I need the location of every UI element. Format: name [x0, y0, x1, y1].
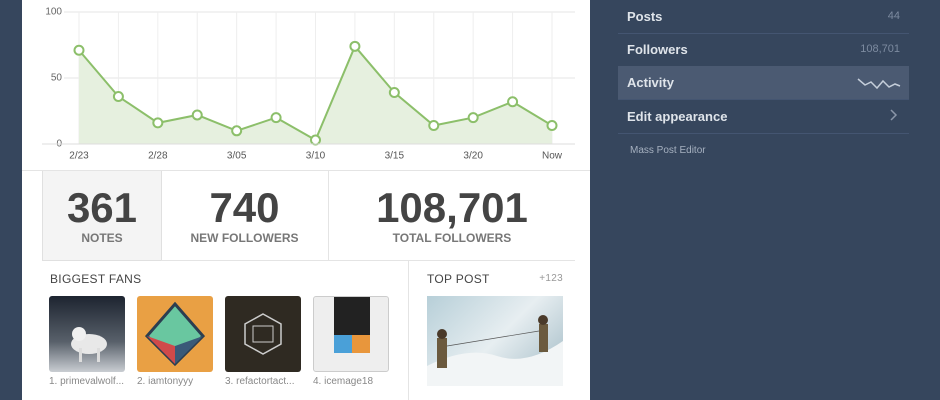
x-tick-label: 2/23: [69, 151, 89, 162]
point: [349, 40, 361, 52]
stat-value: 361: [66, 184, 138, 231]
point: [428, 120, 440, 132]
sidebar-footer-link[interactable]: Mass Post Editor: [630, 145, 706, 156]
row-label: Edit appearance: [627, 109, 728, 124]
x-tick-label: 3/05: [227, 151, 247, 162]
point: [546, 120, 558, 132]
fan-avatar[interactable]: [225, 296, 301, 372]
stat-value: 740: [209, 184, 280, 231]
row-value: 108,701: [860, 43, 900, 55]
fan-name[interactable]: 4. icemage18: [313, 376, 374, 387]
x-tick-label: 3/15: [385, 151, 405, 162]
fan-avatar[interactable]: [313, 296, 389, 372]
top-post-image[interactable]: [427, 296, 563, 386]
avatar-art: [244, 313, 282, 355]
x-tick-label: Now: [542, 151, 563, 162]
avatar-art: [71, 327, 107, 362]
fan-avatar[interactable]: [137, 296, 213, 372]
sidebar-row[interactable]: Followers 108,701: [618, 33, 909, 67]
x-tick-label: 3/10: [306, 151, 326, 162]
point: [112, 90, 124, 102]
stat-label: NOTES: [81, 231, 123, 245]
fan-name[interactable]: 3. refactortact...: [225, 376, 295, 387]
y-tick-label: 50: [51, 73, 63, 84]
point: [388, 87, 400, 99]
divider: [408, 261, 409, 400]
point: [467, 112, 479, 124]
point: [507, 96, 519, 108]
row-label: Posts: [627, 9, 663, 24]
point: [231, 125, 243, 137]
point: [310, 134, 321, 146]
point: [191, 109, 203, 121]
y-tick-label: 100: [45, 7, 62, 18]
fan-avatar[interactable]: [49, 296, 125, 372]
stat-new-followers[interactable]: 740 NEW FOLLOWERS: [161, 170, 329, 261]
sparkline-icon: [857, 78, 901, 90]
avatar-art: [334, 297, 370, 353]
divider: [22, 170, 590, 171]
stat-notes[interactable]: 361 NOTES: [42, 170, 162, 261]
sidebar-row-active[interactable]: Activity: [618, 66, 909, 100]
section-title: TOP POST: [427, 272, 490, 286]
fan-name[interactable]: 2. iamtonyyy: [137, 376, 194, 387]
stat-label: NEW FOLLOWERS: [190, 231, 299, 245]
post-art: [427, 315, 563, 386]
stat-total-followers[interactable]: 108,701 TOTAL FOLLOWERS: [329, 170, 575, 261]
point: [73, 44, 85, 56]
sidebar-row[interactable]: Edit appearance: [618, 100, 909, 134]
point: [152, 117, 164, 129]
x-tick-label: 2/28: [148, 151, 168, 162]
stat-value: 108,701: [376, 184, 528, 231]
chevron-icon: [890, 109, 898, 121]
sidebar-row[interactable]: Posts 44: [618, 0, 909, 34]
avatar-art: [144, 301, 206, 367]
section-title: BIGGEST FANS: [50, 272, 142, 286]
top-post-count: +123: [539, 273, 563, 284]
fan-name[interactable]: 1. primevalwolf...: [49, 376, 125, 387]
point: [270, 112, 282, 124]
row-label: Activity: [627, 75, 674, 90]
row-label: Followers: [627, 42, 688, 57]
row-value: 44: [887, 10, 900, 22]
x-tick-label: 3/20: [463, 151, 483, 162]
stat-label: TOTAL FOLLOWERS: [392, 231, 512, 245]
